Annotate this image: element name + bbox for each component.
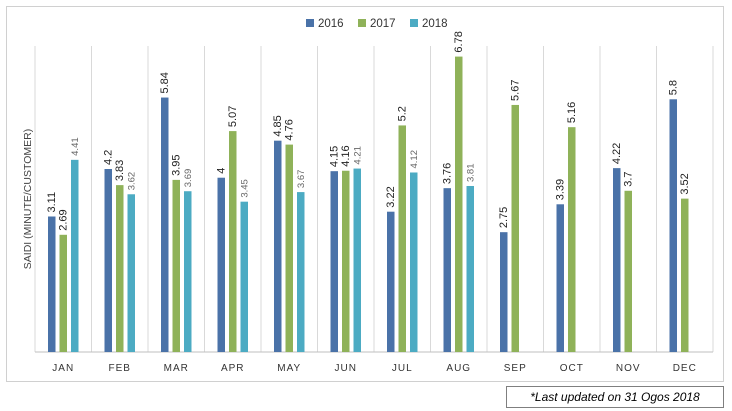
data-label: 3.45 (239, 179, 250, 198)
legend-entry: 2018 (422, 18, 448, 30)
bar (455, 56, 463, 352)
bar (240, 201, 248, 352)
x-tick-label: JUL (392, 363, 413, 374)
chart-frame (6, 6, 724, 382)
data-label: 3.69 (183, 169, 194, 188)
data-label: 4.21 (352, 146, 363, 165)
bar (556, 204, 564, 352)
data-label: 4.2 (102, 150, 114, 165)
data-label: 4.16 (340, 145, 352, 166)
data-label: 3.95 (170, 154, 182, 175)
bar (330, 171, 338, 352)
bar (568, 127, 576, 353)
bar (274, 140, 282, 352)
x-tick-label: OCT (560, 363, 584, 374)
x-tick-label: JUN (335, 363, 357, 374)
bar (387, 211, 395, 352)
data-label: 3.62 (126, 172, 137, 191)
y-axis-label: SAIDI (MINUTE/CUSTOMER) (22, 129, 34, 269)
bar (410, 172, 418, 352)
data-label: 4.85 (272, 115, 284, 136)
x-tick-label: JAN (52, 363, 74, 374)
x-tick-label: MAY (277, 363, 301, 374)
data-label: 4 (215, 168, 227, 174)
bar (104, 169, 112, 352)
bar (59, 234, 67, 352)
bar (229, 131, 237, 352)
bar (443, 188, 451, 352)
bar (172, 179, 180, 352)
data-label: 3.83 (114, 160, 126, 181)
data-label: 3.39 (554, 179, 566, 200)
bar (353, 168, 361, 352)
data-label: 3.22 (385, 186, 397, 207)
x-tick-label: NOV (616, 363, 641, 374)
bar (297, 192, 305, 352)
data-label: 4.15 (328, 146, 340, 167)
bar (624, 190, 632, 352)
bar (48, 216, 56, 352)
data-label: 3.7 (622, 171, 634, 186)
data-label: 5.16 (566, 102, 578, 123)
x-tick-label: MAR (164, 363, 189, 374)
legend-swatch (410, 19, 418, 27)
bar (342, 170, 350, 352)
last-updated-note: *Last updated on 31 Ogos 2018 (506, 386, 724, 408)
data-label: 5.07 (227, 106, 239, 127)
bar (613, 168, 621, 352)
x-tick-label: DEC (673, 363, 697, 374)
data-label: 4.76 (283, 119, 295, 140)
legend-swatch (306, 19, 314, 27)
x-tick-label: AUG (446, 363, 471, 374)
data-label: 4.22 (611, 143, 623, 164)
data-label: 2.69 (57, 209, 69, 230)
data-label: 5.67 (509, 80, 521, 101)
data-label: 4.41 (70, 137, 81, 156)
data-label: 3.11 (46, 192, 58, 213)
x-tick-label: FEB (109, 363, 131, 374)
data-label: 2.75 (498, 207, 510, 228)
legend-entry: 2017 (370, 18, 396, 30)
legend-entry: 2016 (318, 18, 344, 30)
bar (217, 177, 225, 352)
bar (71, 159, 79, 352)
bar (669, 99, 677, 353)
data-label: 3.76 (441, 163, 453, 184)
bar (681, 198, 689, 352)
data-label: 3.67 (296, 170, 307, 189)
bar (184, 191, 192, 352)
legend-swatch (358, 19, 366, 27)
bar (500, 232, 508, 352)
bar (511, 104, 519, 352)
bar (127, 194, 135, 352)
bar (466, 185, 474, 352)
bar (161, 97, 169, 353)
x-tick-label: APR (221, 363, 245, 374)
data-label: 3.81 (465, 163, 476, 182)
data-label: 4.12 (409, 150, 420, 169)
data-label: 5.84 (159, 72, 171, 93)
data-label: 6.78 (453, 31, 465, 52)
bar (398, 125, 406, 352)
data-label: 5.2 (396, 106, 408, 121)
bar (116, 185, 124, 352)
x-tick-label: SEP (504, 363, 527, 374)
data-label: 3.52 (679, 173, 691, 194)
bar (285, 144, 293, 352)
data-label: 5.8 (667, 80, 679, 95)
